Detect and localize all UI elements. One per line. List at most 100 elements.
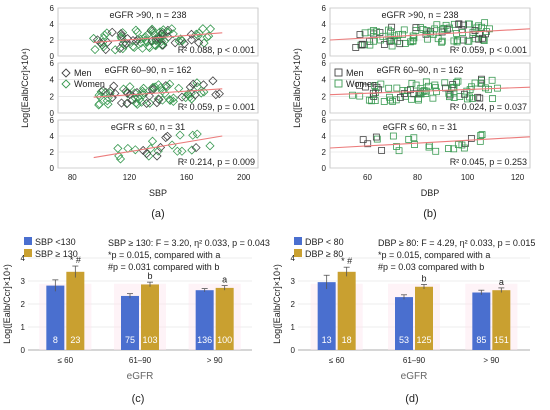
bar — [415, 286, 433, 350]
bar-count-label: 85 — [476, 335, 486, 345]
women-point — [163, 27, 173, 37]
y-tick-label: 4 — [50, 20, 55, 29]
y-tick-label: 6 — [322, 116, 327, 125]
men-point — [132, 87, 142, 98]
women-point — [105, 88, 115, 98]
women-point — [453, 79, 460, 86]
women-point — [157, 95, 168, 105]
men-point — [412, 24, 420, 32]
women-point — [419, 26, 427, 33]
subplot-statistic: R² 0.088, p < 0.001 — [178, 45, 255, 55]
men-point — [152, 151, 162, 161]
women-point — [205, 24, 216, 34]
women-point — [486, 25, 493, 33]
women-point — [424, 35, 431, 43]
subplot-statistic: R² 0.059, p = 0.001 — [178, 102, 255, 112]
significance-label: b — [147, 271, 152, 281]
men-point — [107, 27, 117, 37]
x-tick-label: 120 — [123, 173, 137, 182]
regression-line — [329, 136, 531, 149]
women-point — [370, 37, 378, 45]
women-point — [168, 29, 178, 39]
subplot-statistic: R² 0.214, p = 0.009 — [178, 157, 255, 167]
y-axis-label: Log([Ealb/Ccr]×10⁴) — [20, 48, 30, 128]
bar — [317, 282, 336, 350]
women-point — [114, 151, 124, 161]
subplot-title: eGFR 60–90, n = 162 — [377, 65, 464, 75]
women-point — [192, 129, 202, 139]
women-point — [165, 95, 175, 105]
x-axis-label: eGFR — [127, 371, 154, 382]
women-point — [204, 31, 214, 41]
women-point — [408, 79, 416, 87]
women-point — [389, 97, 397, 105]
x-axis-label: eGFR — [401, 371, 428, 382]
men-point — [98, 86, 108, 96]
legend-men-marker — [334, 68, 343, 77]
panel-label: (c) — [132, 393, 145, 405]
y-tick-label: 2 — [322, 92, 327, 101]
men-point — [116, 29, 126, 39]
women-point — [130, 145, 140, 155]
bar — [215, 287, 234, 350]
women-point — [153, 146, 163, 156]
stat-annotation: #p = 0.03 compared with b — [378, 262, 484, 272]
x-tick-label: 80 — [68, 173, 77, 182]
women-point — [148, 82, 158, 92]
men-point — [92, 35, 103, 45]
x-axis-label: SBP — [149, 188, 167, 198]
women-point — [465, 20, 472, 28]
women-point — [130, 88, 140, 98]
women-point — [138, 83, 149, 93]
women-point — [446, 93, 453, 101]
women-point — [349, 91, 356, 99]
significance-label: a — [499, 277, 504, 287]
women-point — [468, 95, 476, 102]
y-tick-label: 0 — [50, 164, 55, 173]
women-point — [205, 141, 215, 151]
y-tick-label: 4 — [21, 254, 26, 263]
legend-swatch — [24, 249, 32, 257]
bar — [66, 271, 85, 350]
y-tick-label: 0 — [322, 109, 327, 118]
x-tick-label: 61–90 — [129, 356, 152, 365]
men-point — [177, 92, 187, 102]
men-point — [194, 37, 204, 48]
stat-annotation: SBP ≥ 130: F = 3.20, η² 0.033, p = 0.043 — [108, 238, 270, 248]
bar-count-label: 103 — [142, 335, 157, 345]
y-tick-label: 4 — [50, 76, 55, 85]
women-point — [133, 92, 143, 102]
legend-label: DBP ≥ 80 — [305, 249, 343, 259]
women-point — [423, 27, 431, 34]
women-point — [482, 84, 489, 92]
x-tick-label: ≤ 60 — [329, 356, 345, 365]
women-point — [371, 82, 379, 89]
women-point — [156, 82, 166, 93]
women-point — [488, 76, 496, 84]
y-tick-label: 0 — [21, 346, 26, 355]
women-point — [424, 82, 432, 90]
stat-annotation: *p = 0.015, compared with a — [378, 250, 490, 260]
x-tick-label: 200 — [237, 173, 251, 182]
y-tick-label: 6 — [322, 4, 327, 13]
y-tick-label: 4 — [322, 132, 327, 141]
x-tick-label: 80 — [413, 173, 422, 182]
women-point — [454, 141, 462, 148]
bar-count-label: 136 — [197, 335, 212, 345]
bar-count-label: 125 — [416, 335, 431, 345]
women-point — [389, 132, 397, 140]
women-point — [388, 42, 396, 50]
x-tick-label: > 90 — [483, 356, 499, 365]
women-point — [165, 79, 175, 89]
women-point — [90, 44, 100, 55]
stat-annotation: DBP ≥ 80: F = 4.29, η² 0.033, p = 0.015 — [378, 238, 535, 248]
men-point — [373, 83, 381, 91]
women-point — [450, 94, 458, 101]
men-point — [208, 76, 218, 86]
y-tick-label: 2 — [322, 148, 327, 157]
y-tick-label: 4 — [322, 76, 327, 85]
x-axis-label: DBP — [421, 188, 440, 198]
women-point — [464, 37, 472, 45]
women-point — [94, 100, 104, 110]
legend-swatch — [294, 237, 302, 245]
